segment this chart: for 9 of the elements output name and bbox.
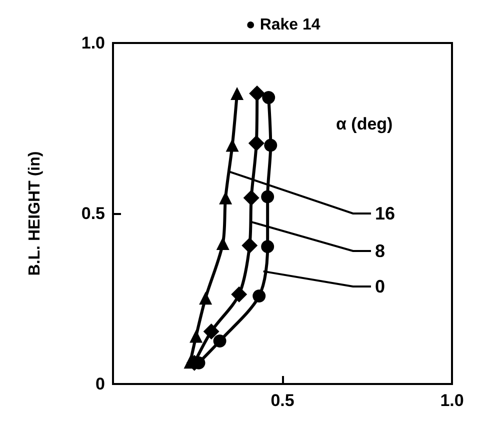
chart-title: ● Rake 14	[246, 16, 320, 34]
y-tick-label: 0.5	[81, 204, 105, 223]
y-tick-label: 0	[96, 374, 105, 394]
legend-title: α (deg)	[336, 114, 393, 134]
y-tick-label: 1.0	[81, 34, 105, 52]
text: 16	[375, 204, 396, 224]
text: 0	[375, 276, 386, 296]
y-axis-title: B.L. HEIGHT (in)	[26, 151, 44, 276]
text: 8	[375, 241, 386, 262]
